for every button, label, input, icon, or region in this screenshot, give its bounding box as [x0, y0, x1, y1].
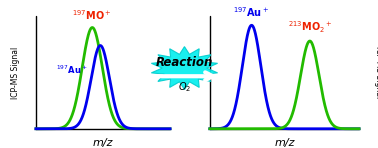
Text: Reaction: Reaction — [156, 56, 213, 69]
Text: $^{197}$Au$^+$: $^{197}$Au$^+$ — [234, 6, 270, 19]
Text: $^{197}$Au$^+$: $^{197}$Au$^+$ — [56, 64, 88, 77]
Text: m/z: m/z — [93, 138, 113, 148]
Text: ICP-MS Signal: ICP-MS Signal — [11, 46, 20, 99]
Text: $^{213}$MO$_2$$^+$: $^{213}$MO$_2$$^+$ — [288, 20, 332, 35]
Text: $O_2$: $O_2$ — [178, 80, 191, 94]
Polygon shape — [151, 47, 218, 90]
Text: m/z: m/z — [274, 138, 295, 148]
Text: ICP-MS Signal: ICP-MS Signal — [373, 46, 378, 99]
Text: $^{197}$MO$^+$: $^{197}$MO$^+$ — [73, 8, 112, 22]
